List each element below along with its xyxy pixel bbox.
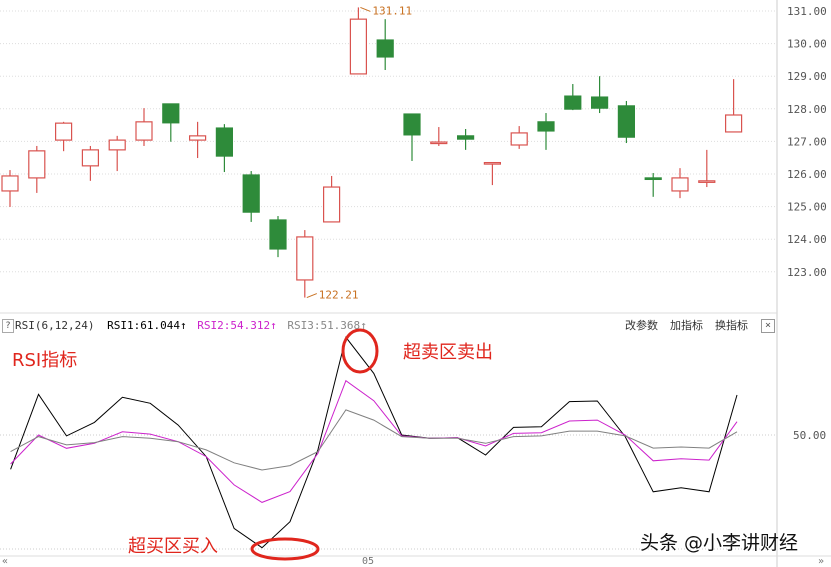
- candle-body: [537, 121, 555, 132]
- candle: [457, 129, 475, 150]
- candle: [189, 121, 207, 159]
- change-params-button[interactable]: 改参数: [625, 319, 658, 332]
- candle: [403, 113, 421, 161]
- candle: [430, 127, 448, 146]
- candle: [135, 108, 153, 146]
- candle: [698, 149, 716, 188]
- candle: [537, 113, 555, 150]
- buy-zone-circle: [250, 537, 320, 561]
- candle: [323, 175, 341, 223]
- candle-body: [430, 141, 448, 145]
- candle: [28, 145, 46, 193]
- candle: [296, 230, 314, 298]
- x-tick-label: 05: [362, 556, 375, 567]
- rsi2-arrow-icon: ↑: [270, 319, 277, 332]
- candle-body: [269, 219, 287, 250]
- candle-body: [296, 236, 314, 281]
- candle-body: [724, 114, 743, 133]
- candle: [215, 124, 233, 173]
- candle-body: [671, 177, 689, 192]
- rsi-line-rsi1: [10, 336, 738, 549]
- candle-body: [28, 150, 46, 179]
- y-tick-label: 126.00: [787, 168, 827, 181]
- y-tick-label: 124.00: [787, 233, 827, 246]
- candle: [483, 161, 501, 186]
- rsi-indicator-label: RSI指标: [12, 350, 78, 371]
- candle-body: [698, 180, 716, 183]
- candle-body: [108, 139, 126, 151]
- candle: [617, 100, 636, 144]
- high-label: 131.11: [372, 4, 412, 17]
- low-marker: [306, 293, 317, 299]
- candle-body: [564, 95, 582, 110]
- close-icon[interactable]: ×: [761, 319, 775, 333]
- y-tick-label: 127.00: [787, 135, 827, 148]
- candle: [242, 171, 260, 222]
- candle-body: [590, 96, 609, 109]
- candle-body: [1, 175, 19, 192]
- rsi-title: RSI(6,12,24): [15, 319, 95, 332]
- sell-zone-label: 超卖区卖出: [403, 342, 493, 363]
- candle-body: [323, 186, 341, 223]
- scroll-right-button[interactable]: »: [818, 556, 825, 567]
- rsi-line-rsi3: [10, 409, 738, 471]
- low-label: 122.21: [319, 289, 359, 302]
- add-indicator-button[interactable]: 加指标: [670, 319, 703, 332]
- help-button[interactable]: ?: [2, 319, 14, 333]
- y-tick-label: 128.00: [787, 103, 827, 116]
- candle-body: [644, 177, 662, 181]
- sell-zone-circle: [341, 328, 379, 374]
- candle: [1, 170, 19, 207]
- candle: [510, 126, 528, 149]
- candle-body: [189, 135, 207, 141]
- high-marker: [360, 6, 371, 12]
- y-tick-label: 130.00: [787, 38, 827, 51]
- buy-zone-label: 超买区买入: [128, 536, 218, 557]
- y-tick-label: 131.00: [787, 5, 827, 18]
- candle: [349, 7, 367, 75]
- rsi2-readout: RSI2:54.312: [197, 319, 271, 332]
- candle-body: [483, 161, 501, 165]
- candle-body: [135, 121, 153, 141]
- candle-body: [457, 135, 475, 140]
- candle-body: [54, 122, 73, 141]
- candle: [54, 121, 73, 152]
- candle-body: [376, 39, 394, 58]
- candle: [162, 103, 180, 142]
- candle: [564, 84, 582, 111]
- y-tick-label: 129.00: [787, 70, 827, 83]
- watermark: 头条 @小李讲财经: [640, 532, 799, 554]
- y-tick-label: 123.00: [787, 266, 827, 279]
- candle: [590, 76, 609, 114]
- candle: [724, 79, 743, 133]
- rsi-header: RSI(6,12,24) RSI1:61.044↑ RSI2:54.312↑ R…: [15, 318, 792, 334]
- switch-indicator-button[interactable]: 换指标: [715, 319, 748, 332]
- candle: [671, 168, 689, 199]
- candle-body: [242, 174, 260, 213]
- candle-body: [617, 105, 636, 138]
- rsi1-arrow-icon: ↑: [179, 319, 187, 332]
- candle-body: [403, 113, 421, 136]
- candle-body: [81, 149, 100, 167]
- candle-body: [349, 18, 367, 75]
- candle: [269, 216, 287, 258]
- rsi3-arrow-icon: ↑: [360, 319, 367, 332]
- candle: [81, 145, 100, 181]
- candle: [108, 135, 126, 172]
- candle-body: [510, 132, 528, 146]
- y-tick-label: 125.00: [787, 201, 827, 214]
- rsi1-readout: RSI1:61.044: [107, 319, 180, 332]
- scroll-left-button[interactable]: «: [2, 556, 9, 567]
- candle-body: [162, 103, 180, 124]
- candle: [376, 19, 394, 71]
- rsi3-readout: RSI3:51.368: [287, 319, 361, 332]
- candle: [644, 173, 662, 197]
- candle-body: [215, 127, 233, 157]
- rsi-tick-label: 50.00: [793, 429, 826, 442]
